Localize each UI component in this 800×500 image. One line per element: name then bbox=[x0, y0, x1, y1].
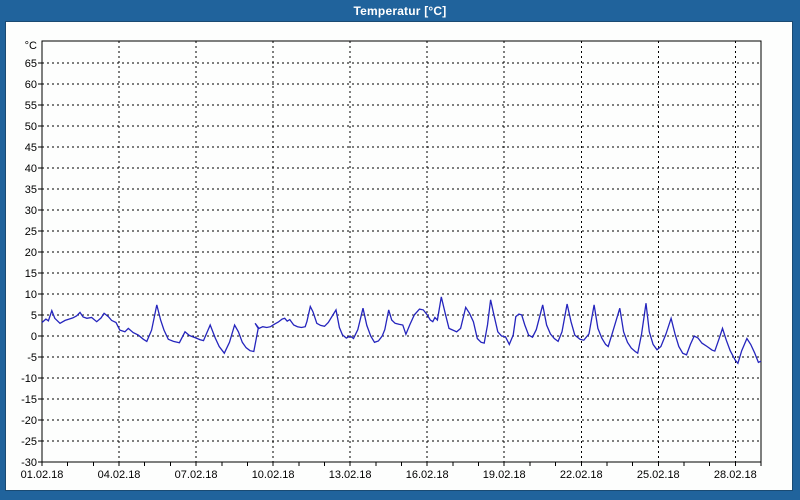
y-tick-label: -20 bbox=[21, 415, 37, 427]
x-tick-label: 10.02.18 bbox=[252, 469, 295, 481]
x-tick-label: 16.02.18 bbox=[406, 469, 449, 481]
y-tick-label: 30 bbox=[25, 205, 37, 217]
y-tick-label: 35 bbox=[25, 184, 37, 196]
temperature-line bbox=[41, 296, 762, 365]
x-tick-label: 28.02.18 bbox=[714, 469, 757, 481]
temperature-chart: -30 -25 -20 -15 -10 -5 0 5 10 15 20 25 30 35 40 45 50 55 6… bbox=[21, 40, 762, 481]
y-tick-label: 40 bbox=[25, 163, 37, 175]
y-tick-label: -10 bbox=[21, 373, 37, 385]
y-tick-label: 25 bbox=[25, 226, 37, 238]
y-tick-label: 20 bbox=[25, 247, 37, 259]
x-tick-label: 19.02.18 bbox=[483, 469, 526, 481]
y-tick-label: 60 bbox=[25, 79, 37, 91]
title-bar: Temperatur [°C] bbox=[0, 0, 800, 21]
y-tick-label: 15 bbox=[25, 268, 37, 280]
x-tick-label: 22.02.18 bbox=[560, 469, 603, 481]
y-tick-label: 45 bbox=[25, 142, 37, 154]
y-tick-label: 55 bbox=[25, 100, 37, 112]
y-tick-label: -5 bbox=[27, 352, 37, 364]
y-tick-label: 10 bbox=[25, 289, 37, 301]
y-axis-unit-label: °C bbox=[25, 40, 37, 52]
y-tick-label: 0 bbox=[31, 331, 37, 343]
chart-content: -30 -25 -20 -15 -10 -5 0 5 10 15 20 25 30 35 40 45 50 55 6… bbox=[5, 21, 793, 491]
y-tick-label: -25 bbox=[21, 436, 37, 448]
y-tick-label: 65 bbox=[25, 58, 37, 70]
x-tick-label: 04.02.18 bbox=[98, 469, 141, 481]
y-tick-label: 5 bbox=[31, 310, 37, 322]
x-tick-label: 13.02.18 bbox=[329, 469, 372, 481]
x-tick-label: 25.02.18 bbox=[637, 469, 680, 481]
x-tick-label: 01.02.18 bbox=[21, 469, 64, 481]
x-tick-label: 07.02.18 bbox=[175, 469, 218, 481]
y-tick-label: -30 bbox=[21, 457, 37, 469]
window-title: Temperatur [°C] bbox=[353, 3, 447, 18]
y-tick-label: -15 bbox=[21, 394, 37, 406]
y-tick-label: 50 bbox=[25, 121, 37, 133]
